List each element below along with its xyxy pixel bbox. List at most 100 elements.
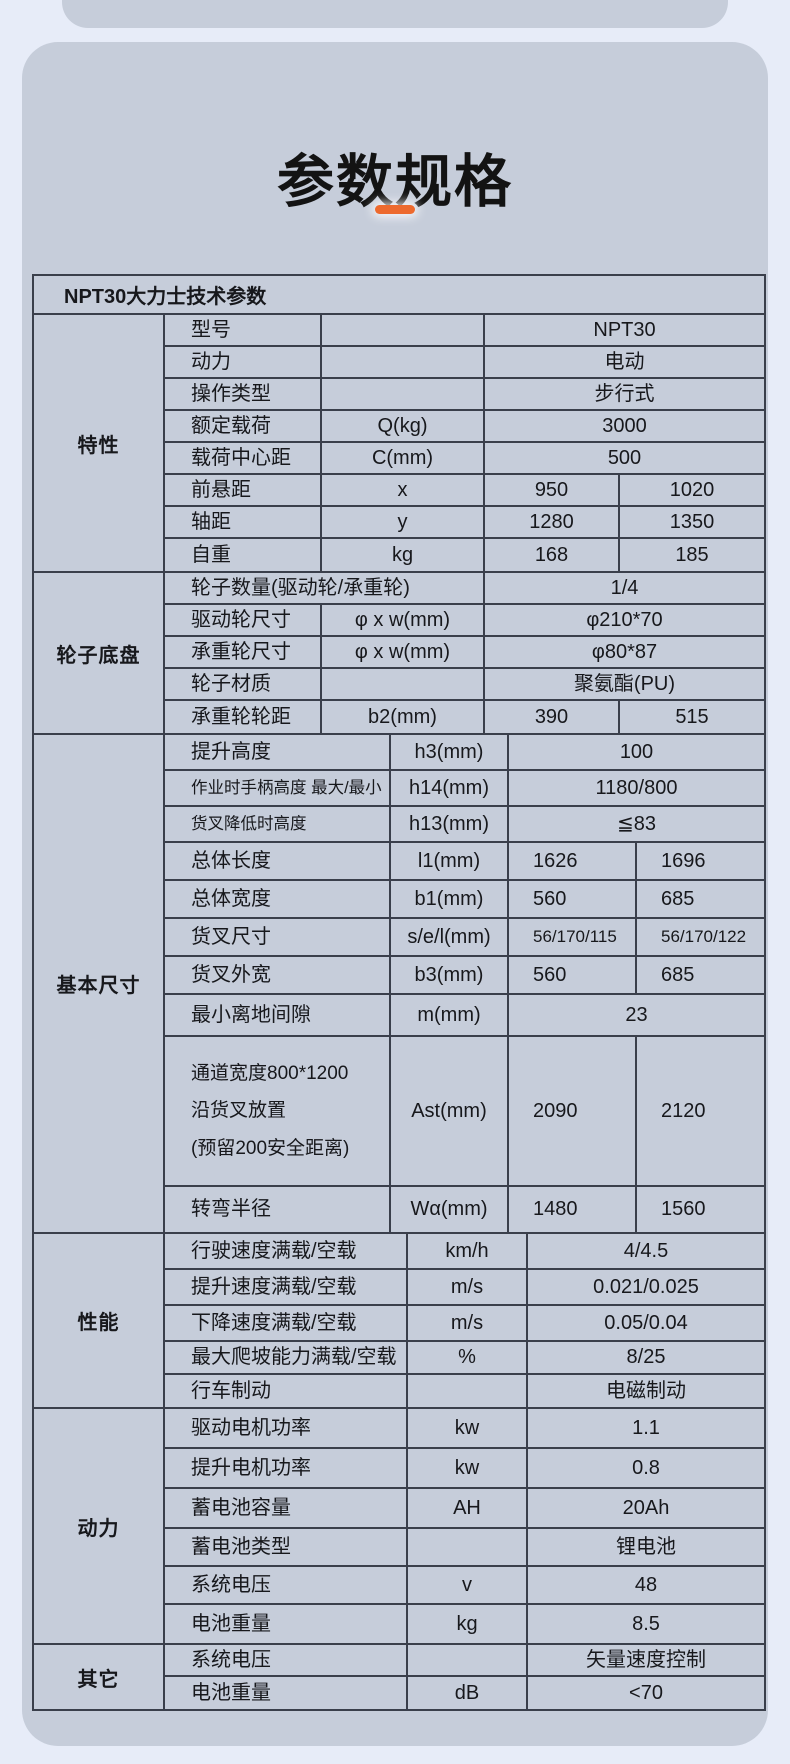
spec-label: 提升电机功率: [165, 1449, 408, 1487]
table-row: 载荷中心距 C(mm) 500: [165, 443, 764, 475]
spec-value: 685: [661, 963, 695, 986]
spec-label: 行车制动: [165, 1375, 408, 1407]
spec-value: 500: [607, 446, 642, 469]
table-row: 动力 电动: [165, 347, 764, 379]
spec-unit: b3(mm): [391, 957, 509, 993]
previous-card-bottom-edge: [62, 0, 728, 28]
table-row: 轴距 y 1280 1350: [165, 507, 764, 539]
spec-label: 承重轮轮距: [165, 701, 322, 733]
spec-unit: %: [408, 1342, 528, 1373]
spec-unit: kw: [408, 1449, 528, 1487]
spec-value: 685: [661, 887, 695, 910]
table-row: 额定载荷 Q(kg) 3000: [165, 411, 764, 443]
spec-label: 系统电压: [165, 1567, 408, 1603]
spec-label: 承重轮尺寸: [165, 637, 322, 667]
spec-value: 电磁制动: [606, 1379, 686, 1402]
table-row: 总体长度 l1(mm) 1626 1696: [165, 843, 764, 881]
section-rows: 提升高度 h3(mm) 100 作业时手柄高度 最大/最小 h14(mm) 1180/80…: [165, 735, 764, 1232]
section-group-label: 基本尺寸: [34, 735, 165, 1232]
page-title: 参数规格: [277, 150, 513, 214]
table-row: 前悬距 x 950 1020: [165, 475, 764, 507]
spec-label: 转弯半径: [165, 1187, 391, 1232]
spec-unit: h3(mm): [391, 735, 509, 769]
spec-label: 蓄电池类型: [165, 1529, 408, 1565]
table-row: 最大爬坡能力满载/空载% 8/25: [165, 1342, 764, 1375]
spec-value: 168: [485, 539, 620, 571]
spec-value: 48: [634, 1573, 658, 1596]
spec-label: 最大爬坡能力满载/空载: [165, 1342, 408, 1373]
spec-label: 货叉降低时高度: [165, 807, 391, 841]
spec-value: 1.1: [632, 1416, 660, 1439]
spec-label: 操作类型: [165, 379, 322, 409]
spec-unit: [322, 315, 485, 345]
spec-label: 驱动电机功率: [165, 1409, 408, 1447]
section-rows: 型号 NPT30 动力 电动 操作类型 步行式 额定载荷 Q(kg) 3000 载荷中心距 C(mm…: [165, 315, 764, 571]
table-row: 电池重量 kg 8.5: [165, 1605, 764, 1643]
spec-label: 轮子数量(驱动轮/承重轮): [165, 573, 485, 603]
spec-value: φ210*70: [586, 608, 663, 631]
table-row: 通道宽度800*1200 沿货叉放置 (预留200安全距离) Ast(mm) 209…: [165, 1037, 764, 1187]
spec-unit: km/h: [408, 1234, 528, 1268]
table-row: 承重轮轮距 b2(mm) 390 515: [165, 701, 764, 733]
table-row: 行车制动 电磁制动: [165, 1375, 764, 1407]
table-title: NPT30大力士技术参数: [34, 276, 764, 315]
spec-unit: φ x w(mm): [322, 637, 485, 667]
table-section: 轮子底盘 轮子数量(驱动轮/承重轮) 1/4 驱动轮尺寸 φ x w(mm) φ210*7…: [34, 573, 764, 735]
table-row: 行驶速度满载/空载 km/h 4/4.5: [165, 1234, 764, 1270]
spec-label: 电池重量: [165, 1677, 408, 1709]
spec-value: 560: [509, 881, 637, 917]
spec-value: 20Ah: [622, 1496, 670, 1519]
spec-unit: AH: [408, 1489, 528, 1527]
spec-unit: h13(mm): [391, 807, 509, 841]
section-group-label: 轮子底盘: [34, 573, 165, 733]
spec-unit: [408, 1529, 528, 1565]
spec-label: 货叉外宽: [165, 957, 391, 993]
table-row: 货叉尺寸 s/e/l(mm) 56/170/115 56/170/122: [165, 919, 764, 957]
spec-value: 100: [619, 740, 654, 763]
spec-value: 0.05/0.04: [604, 1311, 688, 1334]
spec-value: 8/25: [626, 1346, 666, 1368]
spec-value: ≦83: [616, 812, 656, 835]
spec-unit: [322, 347, 485, 377]
spec-unit: [408, 1375, 528, 1407]
spec-unit: x: [322, 475, 485, 505]
table-section: 性能 行驶速度满载/空载 km/h 4/4.5 提升速度满载/空载 m/s 0.021/0.…: [34, 1234, 764, 1409]
spec-value: 56/170/122: [661, 927, 747, 947]
spec-label: 蓄电池容量: [165, 1489, 408, 1527]
spec-unit: [322, 379, 485, 409]
table-row: 电池重量 dB <70: [165, 1677, 764, 1709]
table-row: 承重轮尺寸 φ x w(mm) φ80*87: [165, 637, 764, 669]
spec-value: 23: [625, 1003, 648, 1026]
spec-value: 2090: [509, 1037, 637, 1185]
spec-label: 型号: [165, 315, 322, 345]
table-row: 系统电压 矢量速度控制: [165, 1645, 764, 1677]
spec-unit: h14(mm): [391, 771, 509, 805]
spec-unit: b2(mm): [322, 701, 485, 733]
section-group-label: 性能: [34, 1234, 165, 1407]
spec-unit: φ x w(mm): [322, 605, 485, 635]
spec-unit: s/e/l(mm): [391, 919, 509, 955]
section-rows: 系统电压 矢量速度控制 电池重量 dB <70: [165, 1645, 764, 1709]
spec-value: NPT30: [593, 318, 656, 341]
spec-value: 0.021/0.025: [593, 1275, 699, 1298]
section-group-label: 其它: [34, 1645, 165, 1709]
spec-label: 下降速度满载/空载: [165, 1306, 408, 1340]
spec-value: 8.5: [632, 1612, 660, 1635]
table-section: 其它 系统电压 矢量速度控制 电池重量 dB <70: [34, 1645, 764, 1709]
spec-value: 1560: [661, 1198, 706, 1220]
spec-value: 0.8: [632, 1456, 660, 1479]
spec-value: 3000: [602, 414, 647, 437]
spec-label: 提升速度满载/空载: [165, 1270, 408, 1304]
spec-value: φ80*87: [591, 640, 658, 663]
table-row: 提升高度 h3(mm) 100: [165, 735, 764, 771]
spec-unit: dB: [408, 1677, 528, 1709]
table-row: 蓄电池容量 AH 20Ah: [165, 1489, 764, 1529]
spec-label: 额定载荷: [165, 411, 322, 441]
spec-label: 轴距: [165, 507, 322, 537]
spec-label: 载荷中心距: [165, 443, 322, 473]
table-row: 型号 NPT30: [165, 315, 764, 347]
spec-unit: m/s: [408, 1270, 528, 1304]
spec-table: NPT30大力士技术参数 特性 型号 NPT30 动力 电动 操作类型 步行式 额定载荷 Q(k…: [32, 274, 766, 1711]
spec-unit: v: [408, 1567, 528, 1603]
spec-label: 驱动轮尺寸: [165, 605, 322, 635]
